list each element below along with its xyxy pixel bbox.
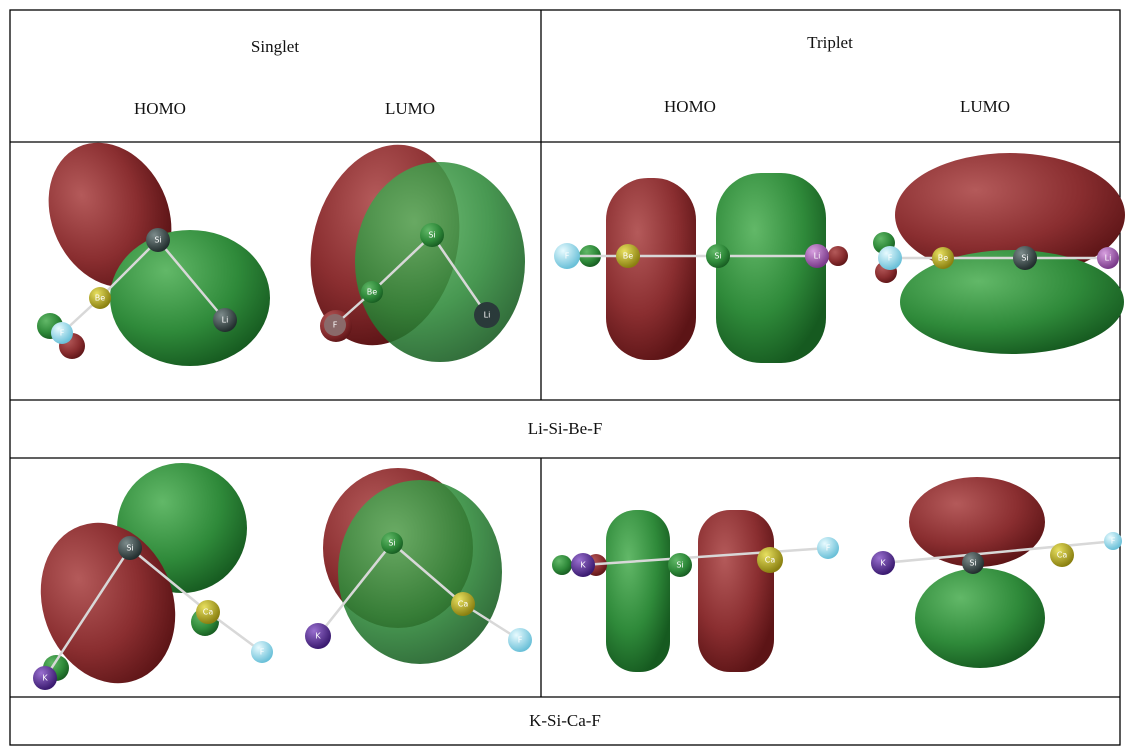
- atom-label: Be: [367, 288, 377, 297]
- group-header: Singlet: [251, 37, 299, 56]
- atom-label: F: [333, 321, 338, 330]
- orbital-image: Si K Ca F: [19, 463, 273, 702]
- atom-label: K: [42, 674, 48, 683]
- atom-label: Ca: [203, 608, 214, 617]
- orbital-image: F Be Si Li: [873, 153, 1125, 354]
- atom-label: Si: [428, 231, 435, 240]
- atom-label: Si: [388, 539, 395, 548]
- atom-label: Be: [623, 252, 633, 261]
- atom-label: F: [826, 544, 831, 553]
- atom-label: Ca: [765, 556, 776, 565]
- atom-label: K: [315, 632, 321, 641]
- atom-label: F: [260, 648, 265, 657]
- atom-label: Be: [95, 294, 105, 303]
- column-header: LUMO: [385, 99, 435, 118]
- atom-label: F: [518, 636, 523, 645]
- molecule-name: K-Si-Ca-F: [529, 711, 601, 730]
- molecule-name: Li-Si-Be-F: [528, 419, 603, 438]
- atom-label: Si: [714, 252, 721, 261]
- table-page: Singlet Triplet HOMO LUMO HOMO LUMO Li-S…: [0, 0, 1127, 751]
- atom-label: Si: [154, 236, 161, 245]
- orbital-image: K Si Ca F: [871, 477, 1122, 668]
- atom-label: Si: [676, 561, 683, 570]
- atom-label: Li: [222, 316, 229, 325]
- column-header: LUMO: [960, 97, 1010, 116]
- atom-label: F: [888, 254, 893, 263]
- atom-label: K: [880, 559, 886, 568]
- atom-label: Be: [938, 254, 948, 263]
- orbital-image: Si K Ca F: [305, 468, 532, 664]
- orbital-image: F Be Si Li: [554, 173, 848, 363]
- atom-label: Si: [969, 559, 976, 568]
- atom-label: Li: [1105, 254, 1112, 263]
- group-header: Triplet: [807, 33, 853, 52]
- atom-label: Li: [814, 252, 821, 261]
- column-header: HOMO: [134, 99, 186, 118]
- atom-label: K: [580, 561, 586, 570]
- atom-label: Ca: [458, 600, 469, 609]
- atom-label: Si: [126, 544, 133, 553]
- atom-label: Ca: [1057, 551, 1068, 560]
- orbital-image: Si Be F Li: [26, 123, 270, 366]
- atom-label: F: [60, 329, 65, 338]
- orbital-image: Si Be F Li: [289, 128, 525, 362]
- atom-label: F: [1111, 537, 1116, 546]
- atom-label: Si: [1021, 254, 1028, 263]
- atom-label: F: [565, 252, 570, 261]
- column-header: HOMO: [664, 97, 716, 116]
- orbital-image: K Si Ca F: [552, 510, 839, 672]
- atom-label: Li: [484, 311, 491, 320]
